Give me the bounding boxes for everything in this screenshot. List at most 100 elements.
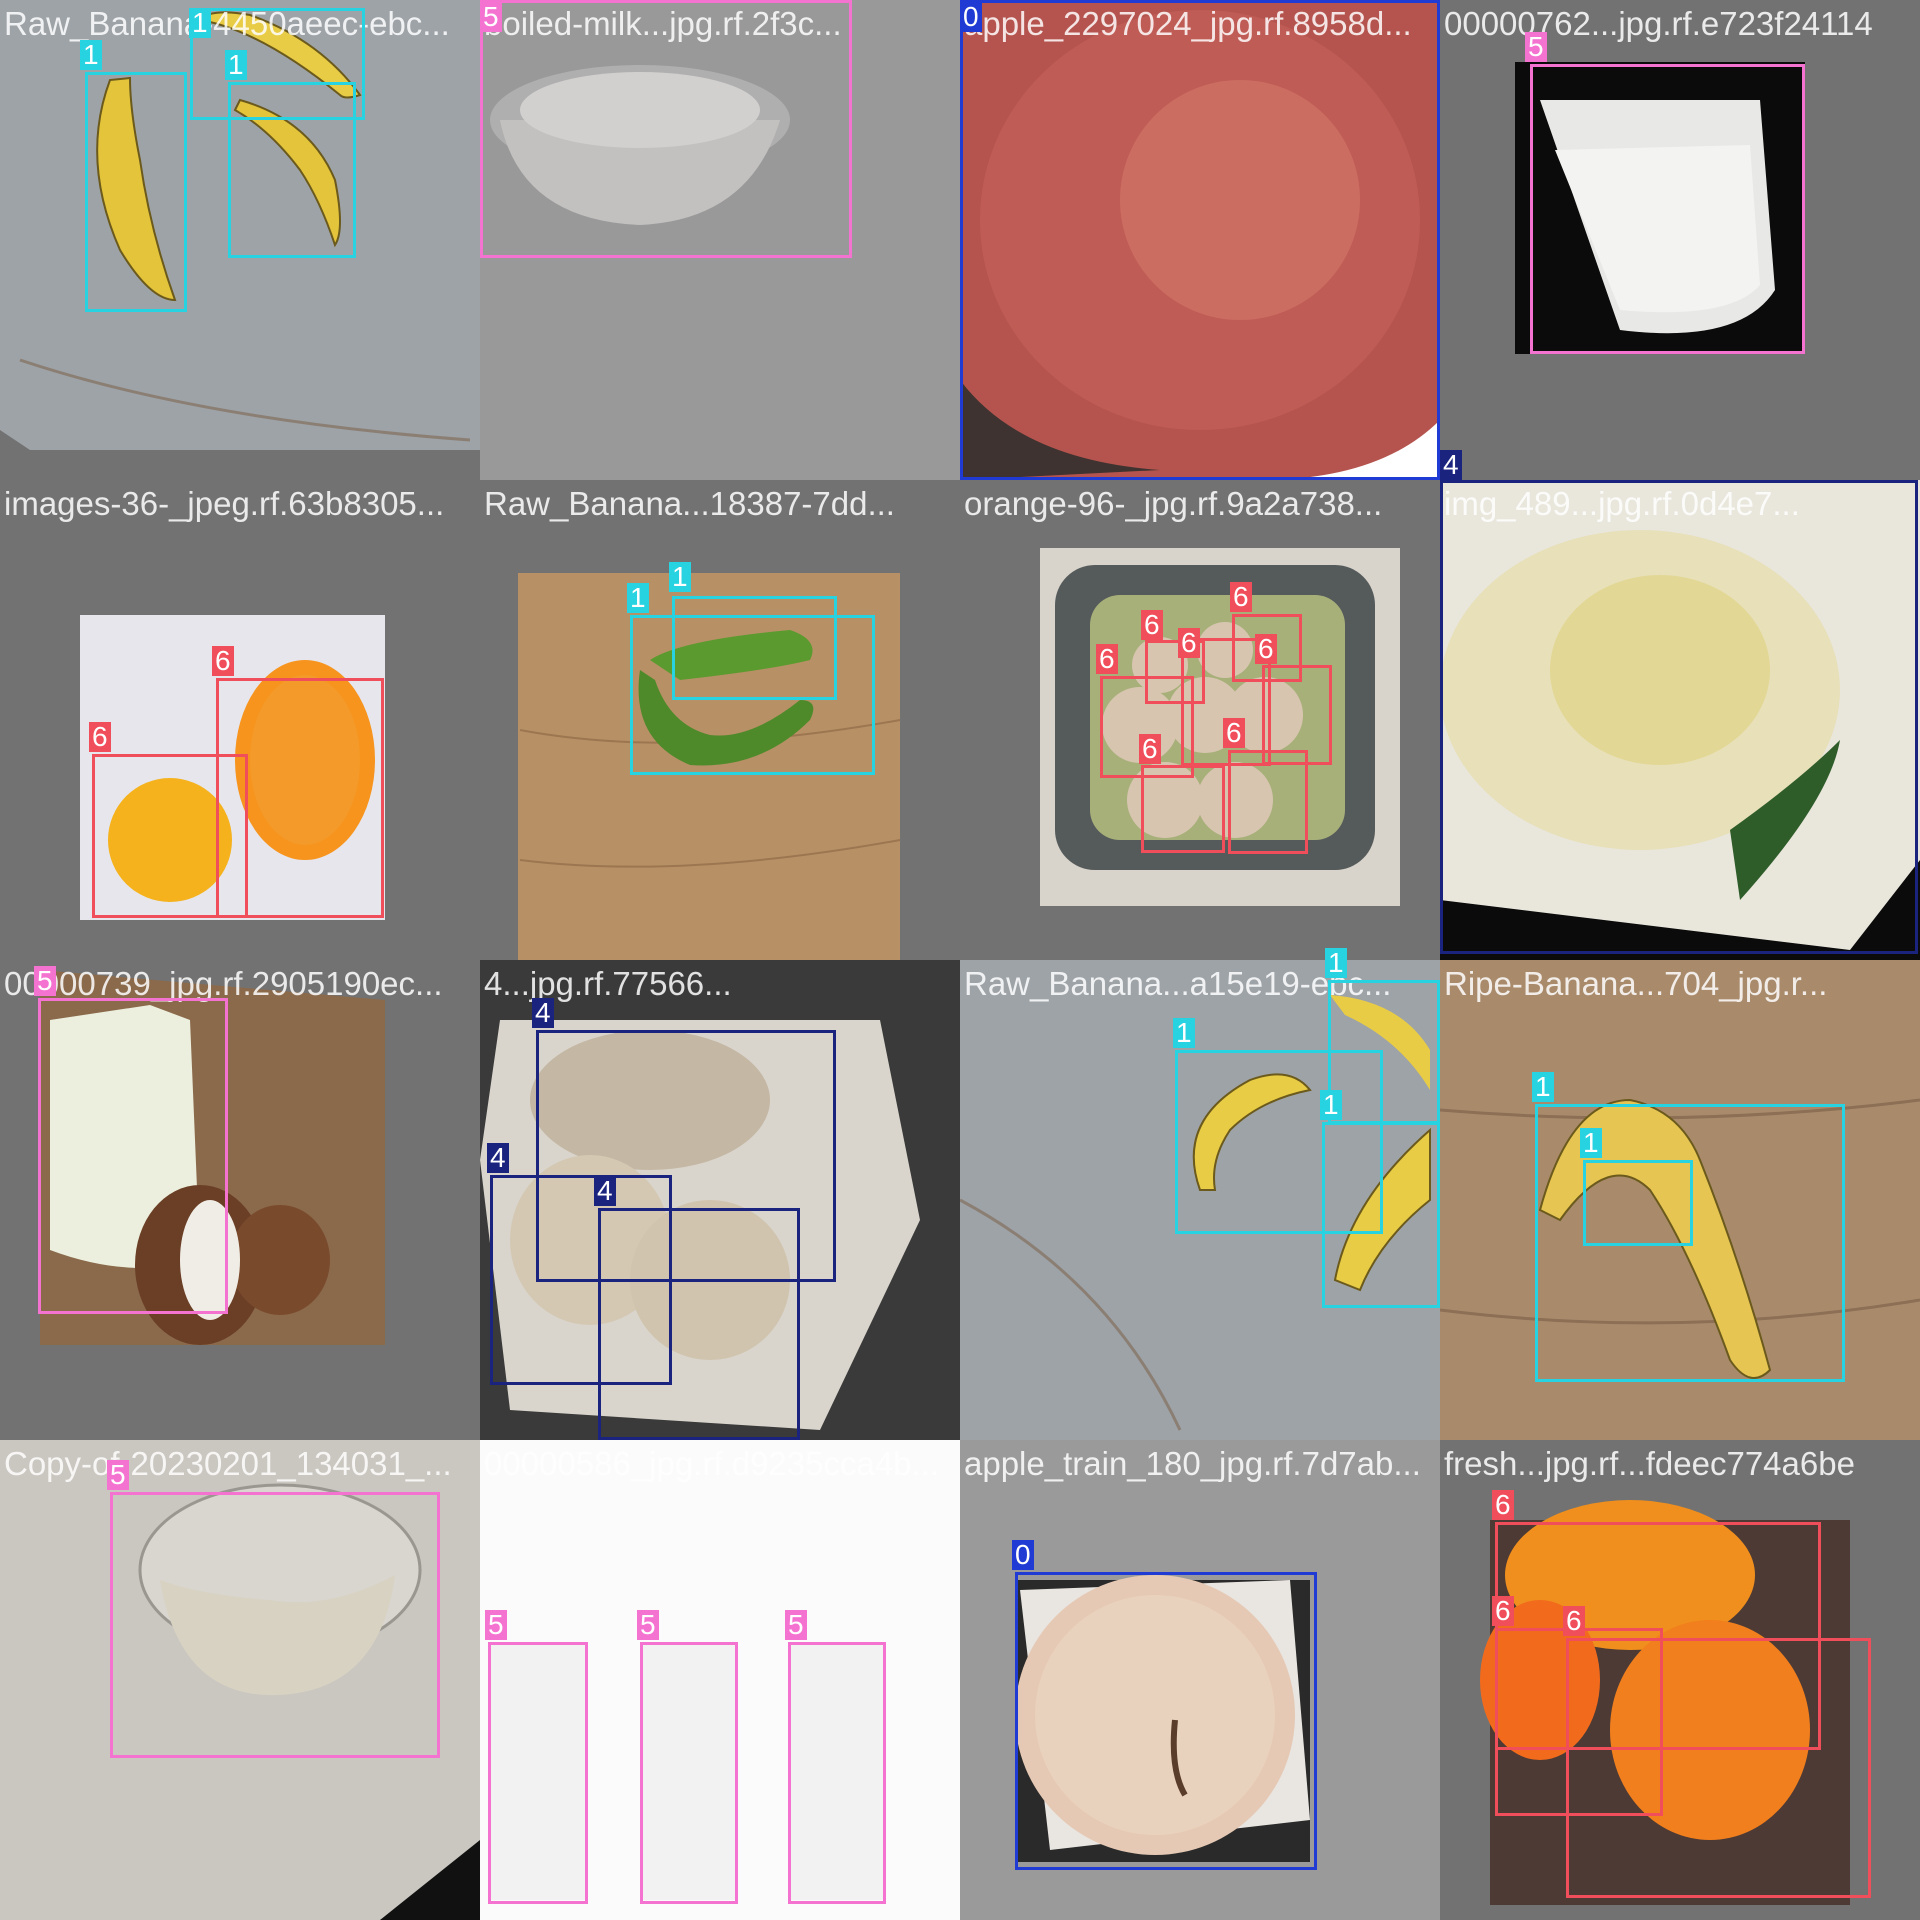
tile-image (0, 0, 480, 480)
bbox-egg (490, 1175, 672, 1385)
bbox-milk (488, 1642, 588, 1904)
class-label-banana: 1 (669, 562, 691, 592)
bbox-orange (1262, 665, 1332, 765)
tile-image (0, 480, 480, 960)
tile-image (480, 960, 960, 1440)
mosaic-tile: 00000762...jpg.rf.e723f24114 (1440, 0, 1920, 480)
tile-image (480, 0, 960, 480)
class-label-milk: 5 (107, 1460, 129, 1490)
class-label-orange: 6 (1255, 634, 1277, 664)
mosaic-tile: Raw_Banana...a15e19-ebc... (960, 960, 1440, 1440)
bbox-milk (110, 1492, 440, 1758)
tile-filename: apple_train_180_jpg.rf.7d7ab... (964, 1445, 1421, 1482)
bbox-orange (1228, 750, 1308, 854)
bbox-egg (598, 1208, 800, 1440)
mosaic-tile: apple_2297024_jpg.rf.8958d... (960, 0, 1440, 480)
tile-image (480, 480, 960, 960)
tile-image (480, 1440, 960, 1920)
class-label-milk: 5 (480, 2, 502, 32)
class-label-banana: 1 (1320, 1090, 1342, 1120)
tile-filename: fresh...jpg.rf...fdeec774a6be (1444, 1445, 1855, 1482)
class-label-apple: 0 (960, 2, 982, 32)
bbox-milk (640, 1642, 738, 1904)
tile-image (1440, 0, 1920, 480)
tile-filename: Raw_Banana...a15e19-ebc... (964, 965, 1392, 1002)
class-label-milk: 5 (1525, 32, 1547, 62)
tile-image (1440, 960, 1920, 1440)
bbox-banana (630, 615, 875, 775)
tile-image (960, 480, 1440, 960)
bbox-orange (1232, 614, 1302, 682)
bbox-orange (92, 754, 248, 918)
class-label-egg: 4 (532, 998, 554, 1028)
bbox-banana (1322, 1122, 1440, 1308)
class-label-egg: 4 (1440, 450, 1462, 480)
class-label-orange: 6 (1563, 1606, 1585, 1636)
tile-image (0, 960, 480, 1440)
bbox-banana (1583, 1160, 1693, 1246)
mosaic-tile: images-36-_jpeg.rf.63b8305... (0, 480, 480, 960)
class-label-banana: 1 (627, 583, 649, 613)
mosaic-tile: img_489...jpg.rf.0d4e7... (1440, 480, 1920, 960)
bbox-banana (85, 72, 187, 312)
class-label-banana: 1 (225, 50, 247, 80)
bbox-egg (1440, 480, 1918, 954)
tile-image (0, 1440, 480, 1920)
tile-image (1440, 480, 1920, 960)
class-label-banana: 1 (1580, 1128, 1602, 1158)
tile-filename: 00000739_jpg.rf.2905190ec... (4, 965, 443, 1002)
tile-filename: img_489...jpg.rf.0d4e7... (1444, 485, 1800, 522)
mosaic-tile: Copy-of-20230201_134031_... (0, 1440, 480, 1920)
mosaic-tile: 00000586_jpg.rf.d9235cca4b... (480, 1440, 960, 1920)
bbox-banana (1328, 980, 1440, 1124)
bbox-milk (1530, 64, 1805, 354)
mosaic-tile: Raw_Banana-4450aeec-ebc... (0, 0, 480, 480)
bbox-apple (1015, 1572, 1317, 1870)
class-label-banana: 1 (189, 8, 211, 38)
class-label-banana: 1 (1173, 1018, 1195, 1048)
class-label-milk: 5 (34, 966, 56, 996)
class-label-orange: 6 (1492, 1596, 1514, 1626)
mosaic-tile: Ripe-Banana...704_jpg.r... (1440, 960, 1920, 1440)
class-label-orange: 6 (1096, 644, 1118, 674)
tile-filename: 00000586_jpg.rf.d9235cca4b... (484, 1445, 940, 1482)
mosaic-tile: apple_train_180_jpg.rf.7d7ab... (960, 1440, 1440, 1920)
tile-image (960, 960, 1440, 1440)
class-label-orange: 6 (1141, 610, 1163, 640)
tile-image (960, 0, 1440, 480)
bbox-milk (38, 998, 228, 1314)
bbox-apple (960, 0, 1440, 480)
mosaic-tile: 4...jpg.rf.77566... (480, 960, 960, 1440)
tile-filename: Copy-of-20230201_134031_... (4, 1445, 452, 1482)
tile-filename: Raw_Banana-4450aeec-ebc... (4, 5, 450, 42)
bbox-orange (1181, 638, 1271, 766)
bbox-milk (788, 1642, 886, 1904)
class-label-orange: 6 (1230, 582, 1252, 612)
bbox-orange (216, 678, 384, 918)
bbox-banana (1175, 1050, 1383, 1234)
bbox-banana (228, 82, 356, 258)
tile-filename: Ripe-Banana...704_jpg.r... (1444, 965, 1828, 1002)
mosaic-tile: boiled-milk...jpg.rf.2f3c... (480, 0, 960, 480)
tile-filename: Raw_Banana...18387-7dd... (484, 485, 895, 522)
mosaic-tile: orange-96-_jpg.rf.9a2a738... (960, 480, 1440, 960)
tile-filename: boiled-milk...jpg.rf.2f3c... (484, 5, 842, 42)
class-label-orange: 6 (1178, 628, 1200, 658)
class-label-egg: 4 (594, 1176, 616, 1206)
tile-filename: 4...jpg.rf.77566... (484, 965, 732, 1002)
bbox-orange (1141, 765, 1225, 853)
bbox-banana (1535, 1104, 1845, 1382)
tile-filename: apple_2297024_jpg.rf.8958d... (964, 5, 1412, 42)
tile-filename: 00000762...jpg.rf.e723f24114 (1444, 5, 1873, 42)
class-label-apple: 0 (1012, 1540, 1034, 1570)
tile-filename: images-36-_jpeg.rf.63b8305... (4, 485, 445, 522)
class-label-banana: 1 (80, 40, 102, 70)
tile-filename: orange-96-_jpg.rf.9a2a738... (964, 485, 1383, 522)
class-label-orange: 6 (212, 646, 234, 676)
bbox-orange (1566, 1638, 1871, 1898)
class-label-milk: 5 (485, 1610, 507, 1640)
class-label-orange: 6 (1139, 734, 1161, 764)
class-label-orange: 6 (1492, 1490, 1514, 1520)
bbox-banana (190, 8, 365, 120)
